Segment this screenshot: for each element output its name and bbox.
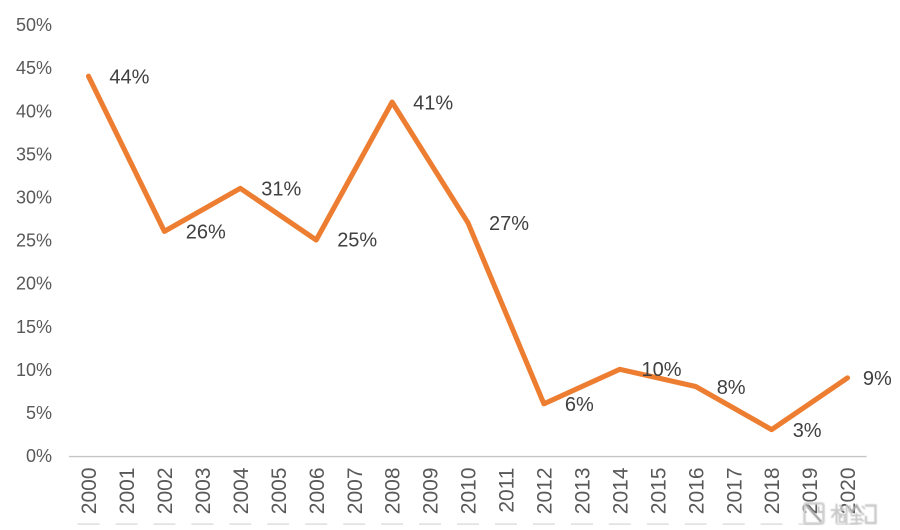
svg-text:35%: 35% xyxy=(16,144,52,164)
svg-text:50%: 50% xyxy=(16,15,52,35)
svg-text:2006: 2006 xyxy=(306,468,329,515)
svg-text:2005: 2005 xyxy=(268,468,291,515)
svg-text:2010: 2010 xyxy=(458,468,481,515)
svg-text:44%: 44% xyxy=(109,67,149,89)
svg-text:15%: 15% xyxy=(16,317,52,337)
svg-text:2008: 2008 xyxy=(382,468,405,515)
svg-text:2017: 2017 xyxy=(723,468,746,515)
svg-text:2007: 2007 xyxy=(344,468,367,515)
svg-text:2016: 2016 xyxy=(685,468,708,515)
svg-text:26%: 26% xyxy=(186,222,226,244)
svg-text:6%: 6% xyxy=(565,394,594,416)
svg-text:2004: 2004 xyxy=(230,467,253,514)
svg-text:2011: 2011 xyxy=(496,468,519,513)
svg-text:30%: 30% xyxy=(16,188,52,208)
svg-text:2012: 2012 xyxy=(534,468,557,515)
svg-text:31%: 31% xyxy=(261,179,301,201)
svg-text:2014: 2014 xyxy=(609,467,632,514)
svg-text:2003: 2003 xyxy=(192,468,215,515)
svg-text:2009: 2009 xyxy=(420,468,443,515)
svg-text:25%: 25% xyxy=(16,231,52,251)
svg-text:2013: 2013 xyxy=(572,468,595,515)
svg-text:8%: 8% xyxy=(717,377,746,399)
svg-text:9%: 9% xyxy=(863,368,892,390)
svg-text:27%: 27% xyxy=(489,213,529,235)
svg-text:2020: 2020 xyxy=(837,468,860,515)
svg-text:2000: 2000 xyxy=(78,468,101,515)
svg-text:25%: 25% xyxy=(337,230,377,252)
svg-text:40%: 40% xyxy=(16,101,52,121)
svg-text:45%: 45% xyxy=(16,58,52,78)
svg-text:2002: 2002 xyxy=(154,468,177,515)
svg-text:2015: 2015 xyxy=(647,468,670,515)
svg-text:20%: 20% xyxy=(16,274,52,294)
svg-text:10%: 10% xyxy=(642,359,682,381)
svg-text:41%: 41% xyxy=(413,92,453,114)
svg-text:0%: 0% xyxy=(26,446,52,466)
svg-text:2018: 2018 xyxy=(761,468,784,515)
svg-text:5%: 5% xyxy=(26,403,52,423)
svg-text:3%: 3% xyxy=(793,420,822,442)
svg-text:2001: 2001 xyxy=(116,468,139,515)
svg-text:10%: 10% xyxy=(16,360,52,380)
